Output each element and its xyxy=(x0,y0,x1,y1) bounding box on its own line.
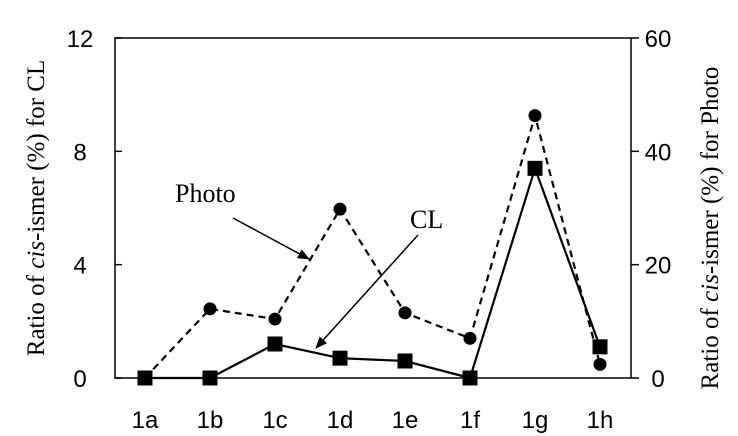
series-layer xyxy=(137,109,608,386)
x-tick-label: 1d xyxy=(327,407,354,434)
left-tick-label: 8 xyxy=(73,139,86,166)
data-point-cl xyxy=(267,336,283,352)
left-tick-label: 0 xyxy=(73,366,86,393)
right-tick-label: 60 xyxy=(645,26,672,53)
data-point-photo xyxy=(398,306,412,320)
data-point-photo xyxy=(593,357,607,371)
data-point-photo xyxy=(463,331,477,345)
left-axis: 0 4 8 12 xyxy=(67,26,122,393)
data-point-cl xyxy=(397,353,413,369)
left-tick-label: 12 xyxy=(67,26,94,53)
annotation-photo-label: Photo xyxy=(175,179,236,208)
data-point-photo xyxy=(528,109,542,123)
x-tick-label: 1b xyxy=(197,407,224,434)
data-point-cl xyxy=(202,370,218,386)
data-point-cl xyxy=(527,160,543,176)
x-axis: 1a 1b 1c 1d 1e 1f 1g 1h xyxy=(132,407,614,434)
right-tick-label: 0 xyxy=(651,366,664,393)
left-axis-title: Ratio of cis-ismer (%) for CL xyxy=(23,60,50,356)
series-line-photo xyxy=(144,111,602,379)
right-axis: 0 20 40 60 xyxy=(631,26,671,393)
left-tick-label: 4 xyxy=(73,253,86,280)
right-tick-label: 20 xyxy=(645,253,672,280)
data-point-photo xyxy=(268,312,282,326)
x-tick-label: 1h xyxy=(587,407,614,434)
plot-frame xyxy=(114,37,632,379)
right-axis-title: Ratio of cis-ismer (%) for Photo xyxy=(697,67,724,390)
x-tick-label: 1a xyxy=(132,407,159,434)
right-tick-label: 40 xyxy=(645,139,672,166)
data-point-cl xyxy=(137,370,153,386)
x-tick-label: 1c xyxy=(262,407,287,434)
data-point-cl xyxy=(462,370,478,386)
x-tick-label: 1f xyxy=(460,407,480,434)
data-point-cl xyxy=(332,350,348,366)
annotation-photo-arrow xyxy=(232,217,310,260)
annotation-cl-label: CL xyxy=(410,205,443,234)
series-line-cl xyxy=(145,164,602,380)
data-point-photo xyxy=(203,302,217,316)
data-point-cl xyxy=(592,339,608,355)
data-point-photo xyxy=(333,202,347,216)
x-tick-label: 1g xyxy=(522,407,549,434)
annotation-cl-arrow xyxy=(315,234,419,349)
x-tick-label: 1e xyxy=(392,407,419,434)
